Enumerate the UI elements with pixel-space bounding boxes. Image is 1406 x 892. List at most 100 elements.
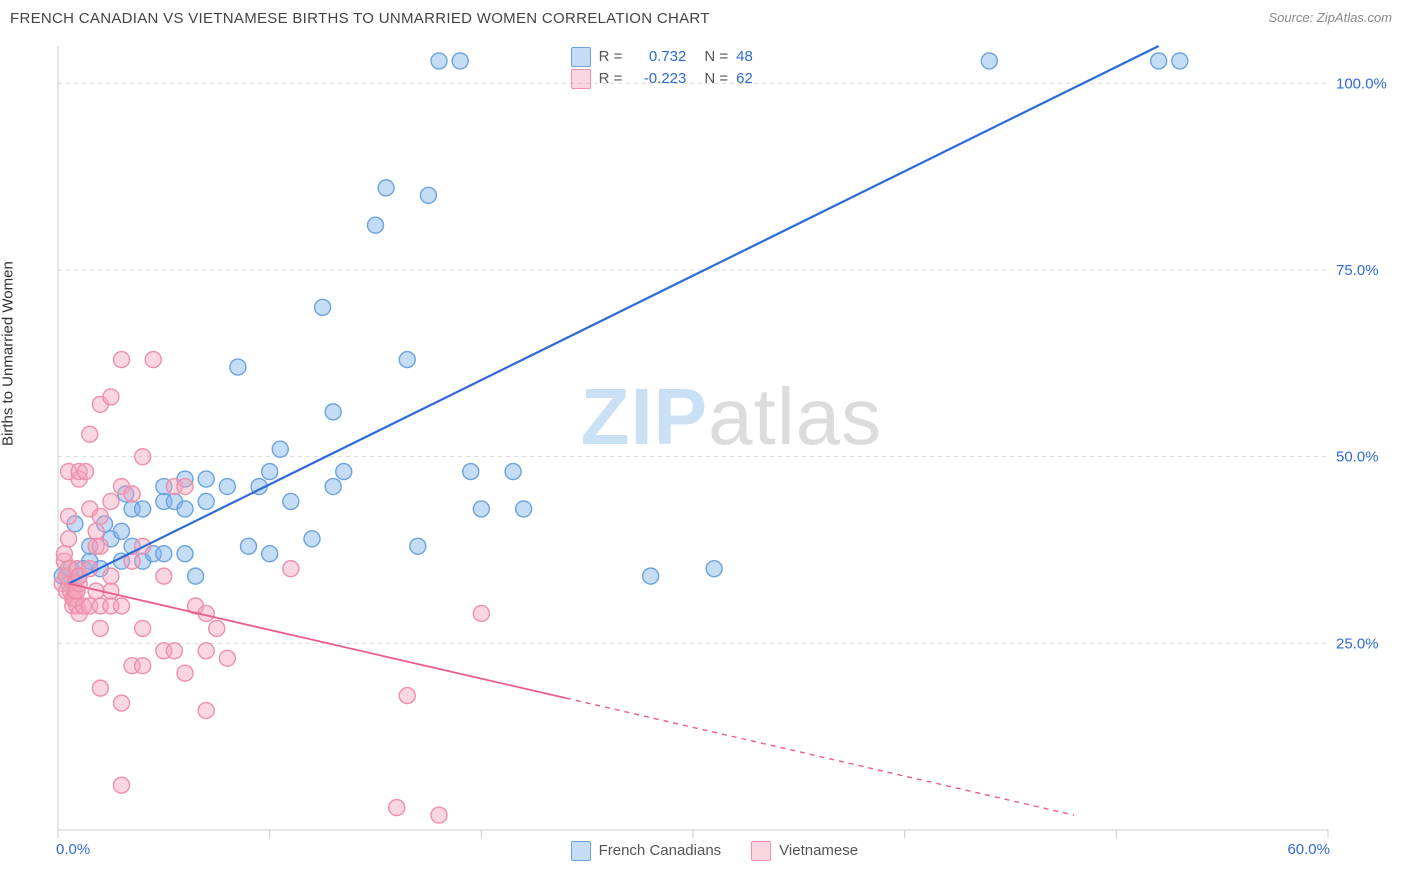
data-point (431, 53, 447, 69)
ytick-label: 25.0% (1336, 635, 1379, 652)
stat-N-label: N = (704, 68, 728, 90)
stat-N-value: 62 (736, 68, 753, 90)
data-point (378, 180, 394, 196)
data-point (114, 352, 130, 368)
legend-item: French Canadians (571, 840, 722, 862)
data-point (420, 187, 436, 203)
data-point (209, 620, 225, 636)
data-point (92, 620, 108, 636)
legend-label: Vietnamese (779, 840, 858, 862)
trend-line (69, 46, 1159, 584)
stat-N-value: 48 (736, 46, 753, 68)
xtick-label: 0.0% (56, 841, 90, 858)
data-point (304, 531, 320, 547)
data-point (283, 493, 299, 509)
data-point (124, 486, 140, 502)
data-point (166, 643, 182, 659)
trend-line-dashed (566, 698, 1074, 815)
legend-swatch (571, 69, 591, 89)
legend-label: French Canadians (599, 840, 722, 862)
data-point (114, 777, 130, 793)
stat-R-value: 0.732 (630, 46, 686, 68)
data-point (61, 531, 77, 547)
legend-swatch (751, 841, 771, 861)
data-point (516, 501, 532, 517)
data-point (399, 688, 415, 704)
stats-legend: R = 0.732 N = 48 R = -0.223 N = 62 (571, 46, 753, 90)
data-point (325, 404, 341, 420)
series-legend: French Canadians Vietnamese (571, 840, 859, 862)
data-point (103, 389, 119, 405)
legend-item: Vietnamese (751, 840, 858, 862)
data-point (1172, 53, 1188, 69)
ytick-label: 50.0% (1336, 449, 1379, 466)
data-point (135, 449, 151, 465)
data-point (103, 493, 119, 509)
data-point (114, 598, 130, 614)
data-point (473, 501, 489, 517)
ytick-label: 75.0% (1336, 262, 1379, 279)
data-point (315, 299, 331, 315)
data-point (92, 680, 108, 696)
chart-title: FRENCH CANADIAN VS VIETNAMESE BIRTHS TO … (10, 10, 710, 27)
data-point (198, 703, 214, 719)
data-point (198, 493, 214, 509)
chart-header: FRENCH CANADIAN VS VIETNAMESE BIRTHS TO … (0, 0, 1406, 40)
legend-swatch (571, 841, 591, 861)
data-point (283, 561, 299, 577)
xtick-label: 60.0% (1287, 841, 1330, 858)
data-point (272, 441, 288, 457)
data-point (135, 658, 151, 674)
legend-swatch (571, 47, 591, 67)
data-point (92, 538, 108, 554)
data-point (981, 53, 997, 69)
data-point (177, 501, 193, 517)
data-point (198, 471, 214, 487)
data-point (156, 546, 172, 562)
data-point (92, 508, 108, 524)
data-point (177, 546, 193, 562)
stat-R-value: -0.223 (630, 68, 686, 90)
data-point (410, 538, 426, 554)
stat-R-label: R = (599, 68, 623, 90)
data-point (219, 650, 235, 666)
ytick-label: 100.0% (1336, 75, 1387, 92)
data-point (452, 53, 468, 69)
data-point (188, 568, 204, 584)
stats-row: R = 0.732 N = 48 (571, 46, 753, 68)
data-point (505, 464, 521, 480)
data-point (336, 464, 352, 480)
data-point (82, 426, 98, 442)
data-point (61, 508, 77, 524)
data-point (114, 695, 130, 711)
data-point (156, 568, 172, 584)
trend-line (69, 584, 566, 699)
data-point (135, 501, 151, 517)
chart-canvas: 25.0% 50.0% 75.0% 100.0% 0.0% 60.0% (48, 40, 1388, 860)
data-point (399, 352, 415, 368)
data-point (56, 546, 72, 562)
stat-N-label: N = (704, 46, 728, 68)
data-point (177, 665, 193, 681)
scatter-plot: 25.0%50.0%75.0%100.0%0.0%60.0% ZIPatlas … (48, 40, 1388, 860)
data-point (177, 479, 193, 495)
data-point (78, 464, 94, 480)
data-point (262, 546, 278, 562)
data-point (103, 568, 119, 584)
data-point (145, 352, 161, 368)
data-point (431, 807, 447, 823)
data-point (114, 523, 130, 539)
data-point (219, 479, 235, 495)
data-point (241, 538, 257, 554)
stat-R-label: R = (599, 46, 623, 68)
data-point (368, 217, 384, 233)
data-point (643, 568, 659, 584)
data-point (463, 464, 479, 480)
data-point (473, 605, 489, 621)
data-point (706, 561, 722, 577)
data-point (325, 479, 341, 495)
y-axis-label: Births to Unmarried Women (0, 261, 17, 446)
source-label: Source: ZipAtlas.com (1268, 10, 1392, 25)
data-point (389, 800, 405, 816)
data-point (103, 583, 119, 599)
